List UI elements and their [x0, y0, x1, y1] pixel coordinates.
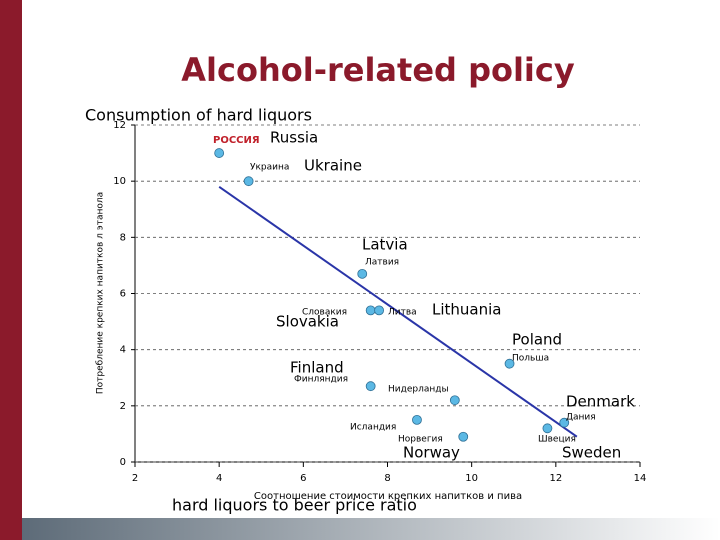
x-tick-label: 14: [634, 473, 647, 484]
data-point: [542, 423, 553, 434]
trend-line: [218, 185, 578, 438]
point-label-en: Russia: [270, 129, 318, 147]
point-label-ru: Литва: [388, 308, 417, 318]
point-label-ru: Швеция: [538, 435, 576, 445]
data-point: [214, 148, 225, 158]
x-axis-label: hard liquors to beer price ratio: [172, 496, 417, 515]
point-label-ru: Украина: [250, 163, 289, 173]
point-label-ru: Исландия: [350, 423, 396, 433]
y-tick-label: 4: [120, 345, 126, 356]
point-label-ru: Нидерланды: [388, 385, 449, 395]
slide-title: Alcohol-related policy: [181, 51, 575, 89]
point-label-ru: Норвегия: [398, 435, 443, 445]
point-label-en: Sweden: [562, 444, 621, 462]
point-label-ru: Словакия: [302, 308, 347, 318]
point-label-ru: Польша: [512, 354, 549, 364]
chart-title: Consumption of hard liquors: [85, 106, 312, 125]
x-axis-label-ru: Соотношение стоимости крепких напитков и…: [254, 491, 522, 502]
point-label-en: Latvia: [362, 236, 408, 254]
point-label-en: Denmark: [566, 393, 635, 411]
data-point: [458, 431, 469, 442]
point-label-ru: РОССИЯ: [213, 135, 260, 146]
point-label-en: Ukraine: [304, 157, 362, 175]
x-tick-label: 12: [549, 473, 562, 484]
x-tick-label: 10: [465, 473, 478, 484]
point-label-ru: Финляндия: [294, 375, 348, 385]
point-label-ru: Дания: [566, 413, 596, 423]
x-tick-label: 8: [384, 473, 390, 484]
y-axis-label: Потребление крепких напитков л этанола: [96, 192, 106, 394]
y-tick-label: 8: [120, 232, 126, 243]
y-tick-label: 12: [113, 120, 126, 131]
bottom-bar: [22, 518, 720, 540]
y-tick-label: 0: [120, 457, 126, 468]
data-point: [374, 305, 384, 316]
point-label-en: Poland: [512, 331, 562, 349]
x-tick-label: 4: [216, 473, 222, 484]
data-point: [412, 414, 422, 425]
point-label-en: Finland: [290, 359, 344, 377]
point-label-ru: Латвия: [365, 258, 399, 268]
x-tick-label: 2: [132, 473, 138, 484]
data-point: [449, 395, 460, 406]
data-point: [504, 358, 515, 369]
data-point: [357, 268, 368, 279]
y-tick-label: 2: [120, 401, 126, 412]
data-point: [365, 305, 376, 316]
y-tick-label: 10: [113, 176, 126, 187]
point-label-en: Norway: [403, 444, 460, 462]
point-label-en: Lithuania: [432, 301, 501, 319]
y-tick-label: 6: [120, 289, 126, 300]
data-point: [243, 176, 254, 187]
data-point: [559, 417, 570, 428]
x-tick-label: 6: [300, 473, 306, 484]
point-label-en: Slovakia: [276, 313, 339, 331]
data-point: [365, 381, 376, 392]
side-bar: [0, 0, 22, 540]
